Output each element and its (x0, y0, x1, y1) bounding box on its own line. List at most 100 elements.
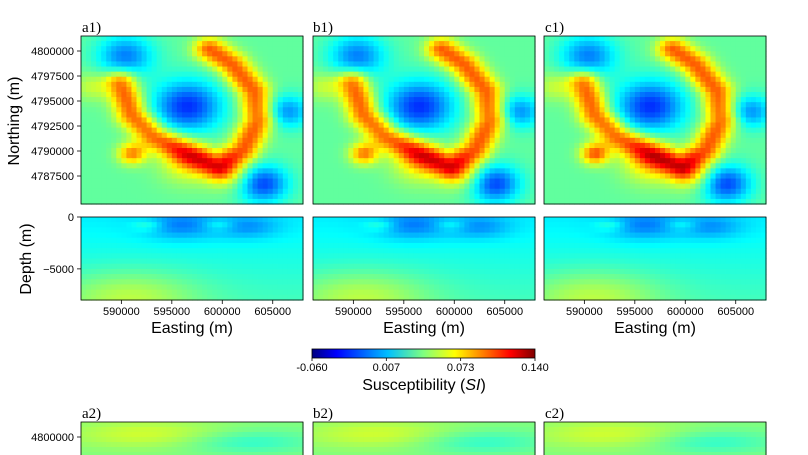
heatmap-cell (665, 117, 671, 124)
heatmap-cell (639, 71, 646, 78)
heatmap-cell (192, 107, 198, 113)
heatmap-cell (247, 117, 254, 124)
heatmap-cell (564, 132, 570, 139)
heatmap-cell (564, 66, 570, 73)
heatmap-cell (675, 41, 681, 47)
heatmap-cell (604, 51, 611, 57)
heatmap-cell (247, 279, 254, 286)
heatmap-cell (393, 127, 400, 134)
heatmap-cell (413, 183, 420, 190)
heatmap-cell (247, 237, 254, 244)
heatmap-cell (237, 92, 244, 98)
heatmap-cell (161, 193, 168, 200)
heatmap-cell (418, 132, 425, 139)
heatmap-cell (499, 198, 506, 205)
heatmap-cell (760, 97, 767, 103)
heatmap-cell (91, 168, 97, 175)
heatmap-cell (413, 107, 420, 113)
heatmap-cell (529, 51, 536, 57)
heatmap-cell (750, 188, 757, 195)
heatmap-cell (207, 46, 213, 52)
heatmap-cell (81, 248, 87, 254)
heatmap-cell (282, 97, 289, 103)
heatmap-cell (413, 61, 420, 68)
heatmap-cell (267, 268, 274, 275)
heatmap-cell (257, 263, 264, 270)
heatmap-cell (212, 237, 218, 244)
heatmap-cell (86, 168, 92, 175)
heatmap-cell (156, 76, 163, 83)
heatmap-cell (489, 117, 496, 124)
heatmap-cell (106, 237, 112, 244)
heatmap-cell (469, 36, 476, 42)
heatmap-cell (121, 112, 128, 119)
heatmap-cell (695, 173, 702, 180)
heatmap-cell (257, 183, 264, 190)
heatmap-cell (469, 198, 476, 205)
heatmap-cell (403, 36, 410, 42)
heatmap-cell (619, 51, 626, 57)
heatmap-cell (262, 132, 269, 139)
heatmap-cell (166, 66, 173, 73)
heatmap-cell (745, 36, 752, 42)
heatmap-cell (494, 81, 501, 88)
heatmap-cell (212, 153, 218, 159)
heatmap-cell (599, 127, 606, 134)
heatmap-cell (584, 163, 591, 169)
heatmap-cell (353, 117, 360, 124)
heatmap-cell (454, 66, 460, 73)
heatmap-cell (383, 46, 390, 52)
heatmap-cell (760, 168, 767, 175)
heatmap-cell (629, 71, 636, 78)
heatmap-cell (735, 41, 742, 47)
heatmap-cell (126, 242, 133, 249)
heatmap-cell (574, 122, 580, 129)
heatmap-cell (685, 81, 691, 88)
heatmap-cell (584, 188, 591, 195)
heatmap-cell (519, 102, 526, 108)
heatmap-cell (146, 51, 153, 57)
heatmap-cell (116, 279, 122, 286)
heatmap-cell (91, 173, 97, 180)
heatmap-cell (116, 51, 122, 57)
heatmap-cell (670, 56, 676, 63)
heatmap-cell (282, 127, 289, 134)
heatmap-cell (161, 46, 168, 52)
heatmap-cell (383, 183, 390, 190)
heatmap-cell (348, 117, 354, 124)
heatmap-cell (690, 137, 696, 144)
heatmap-cell (624, 158, 631, 164)
heatmap-cell (282, 132, 289, 139)
heatmap-cell (680, 56, 686, 63)
heatmap-cell (363, 137, 370, 144)
heatmap-cell (644, 51, 651, 57)
heatmap-cell (176, 242, 183, 249)
heatmap-cell (489, 183, 496, 190)
heatmap-cell (257, 168, 264, 175)
heatmap-cell (86, 198, 92, 205)
heatmap-cell (277, 193, 284, 200)
heatmap-cell (81, 76, 87, 83)
heatmap-cell (126, 268, 133, 275)
heatmap-cell (454, 51, 460, 57)
heatmap-cell (454, 183, 460, 190)
heatmap-cell (378, 51, 385, 57)
heatmap-cell (614, 168, 621, 175)
heatmap-cell (106, 61, 112, 68)
heatmap-cell (96, 242, 102, 249)
heatmap-cell (151, 117, 158, 124)
heatmap-cell (569, 112, 575, 119)
heatmap-cell (338, 158, 344, 164)
heatmap-cell (398, 183, 405, 190)
heatmap-cell (252, 117, 259, 124)
heatmap-cell (91, 227, 97, 234)
heatmap-cell (171, 102, 178, 108)
heatmap-cell (408, 41, 415, 47)
heatmap-cell (418, 168, 425, 175)
heatmap-cell (111, 36, 117, 42)
heatmap-cell (665, 158, 671, 164)
heatmap-cell (111, 248, 117, 254)
heatmap-cell (564, 173, 570, 180)
heatmap-cell (106, 279, 112, 286)
heatmap-cell (639, 92, 646, 98)
